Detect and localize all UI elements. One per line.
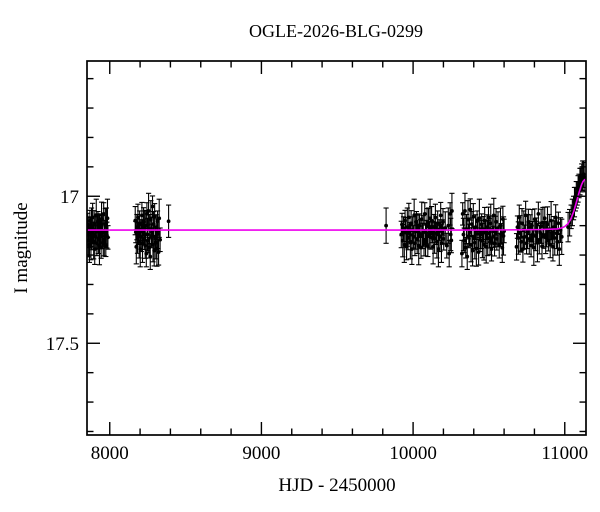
y-axis-label: I magnitude — [11, 202, 32, 293]
plot-dynamic-layer: 8000 9000 10000 11000 17 17.5 — [46, 60, 588, 464]
x-tick-label: 11000 — [541, 443, 588, 464]
x-tick-label: 10000 — [389, 443, 437, 464]
x-axis-label: HJD - 2450000 — [278, 475, 395, 496]
y-tick-label: 17.5 — [46, 334, 79, 355]
data-points — [87, 160, 586, 271]
y-tick-label: 17 — [60, 187, 79, 208]
axis-ticks — [87, 61, 586, 435]
chart-title: OGLE-2026-BLG-0299 — [249, 21, 423, 41]
x-tick-label: 8000 — [91, 443, 129, 464]
plot-frame — [86, 60, 587, 436]
x-tick-label: 9000 — [242, 443, 280, 464]
model-curve — [87, 178, 586, 231]
